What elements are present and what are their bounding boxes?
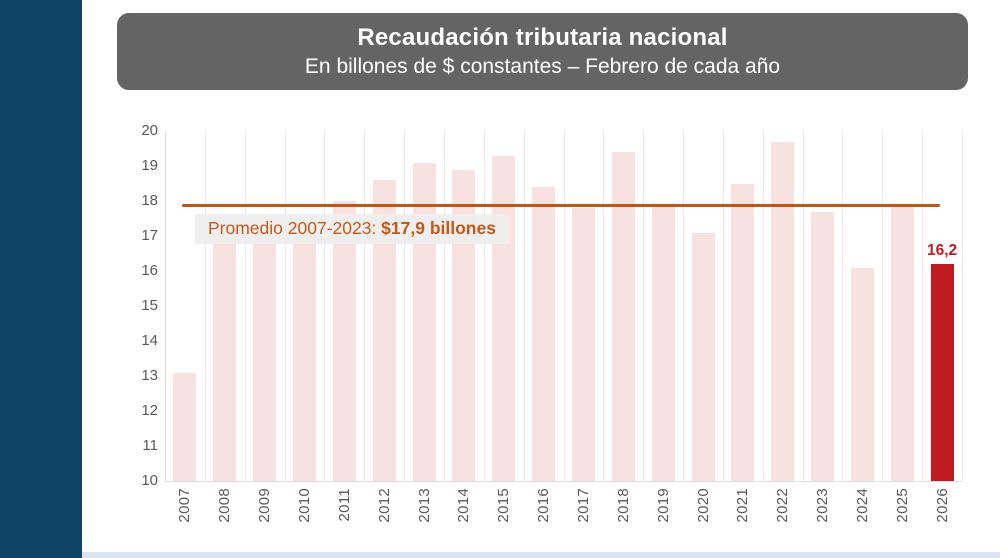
gridline: [524, 131, 525, 481]
bar-2020: [691, 232, 715, 481]
gridline: [962, 131, 963, 481]
bar-2008: [213, 232, 237, 481]
x-tick-label-2019: 2019: [654, 488, 672, 523]
average-reference-line: [182, 204, 940, 207]
bar-2025: [890, 204, 914, 481]
x-tick-label-2013: 2013: [415, 488, 433, 523]
y-tick-label: 15: [141, 297, 158, 314]
bottom-accent-strip: [82, 552, 1000, 558]
y-tick-label: 20: [141, 122, 158, 139]
bar-2018: [611, 152, 635, 481]
x-tick-label-2017: 2017: [574, 488, 592, 523]
gridline: [683, 131, 684, 481]
bar-2016: [532, 187, 556, 481]
gridline: [245, 131, 246, 481]
bar-2009: [253, 229, 277, 481]
chart-subtitle: En billones de $ constantes – Febrero de…: [304, 55, 781, 78]
chart-title: Recaudación tributaria nacional: [357, 24, 728, 51]
x-tick-label-2008: 2008: [216, 488, 234, 523]
bar-2024: [850, 267, 874, 481]
gridline: [842, 131, 843, 481]
bar-2012: [372, 180, 396, 481]
y-tick-label: 19: [141, 157, 158, 174]
gridline: [364, 131, 365, 481]
chart-title-box: Recaudación tributaria nacional En billo…: [117, 13, 968, 90]
x-tick-label-2023: 2023: [814, 488, 832, 523]
y-tick-label: 12: [141, 402, 158, 419]
x-tick-label-2020: 2020: [694, 488, 712, 523]
x-tick-label-2015: 2015: [495, 488, 513, 523]
gridline: [763, 131, 764, 481]
y-tick-label: 16: [141, 262, 158, 279]
gridline: [803, 131, 804, 481]
average-label-prefix: Promedio 2007-2023:: [208, 218, 382, 238]
gridline: [285, 131, 286, 481]
gridline: [922, 131, 923, 481]
gridline: [603, 131, 604, 481]
bar-2007: [173, 372, 197, 481]
gridline: [404, 131, 405, 481]
x-tick-label-2009: 2009: [256, 488, 274, 523]
bar-2017: [571, 208, 595, 481]
gridline: [882, 131, 883, 481]
y-tick-label: 17: [141, 227, 158, 244]
bar-2013: [412, 162, 436, 481]
y-tick-label: 10: [141, 472, 158, 489]
x-tick-label-2021: 2021: [734, 488, 752, 523]
y-tick-label: 18: [141, 192, 158, 209]
x-axis: 2007 2008 2009 2010 2011 2012 2013 2014 2015 2016…: [165, 486, 962, 541]
plot-area: Promedio 2007-2023: $17,9 billones 16,2: [165, 131, 963, 482]
x-tick-label-2022: 2022: [774, 488, 792, 523]
bar-2014: [452, 169, 476, 481]
left-accent-bar: [0, 0, 82, 558]
gridline: [723, 131, 724, 481]
highlight-bar-value-label: 16,2: [927, 242, 958, 259]
x-tick-label-2016: 2016: [535, 488, 553, 523]
gridline: [564, 131, 565, 481]
bar-2021: [731, 183, 755, 481]
x-tick-label-2007: 2007: [176, 488, 194, 523]
gridline: [643, 131, 644, 481]
x-tick-label-2026: 2026: [933, 488, 951, 523]
x-tick-label-2018: 2018: [614, 488, 632, 523]
y-tick-label: 14: [141, 332, 158, 349]
x-tick-label-2025: 2025: [893, 488, 911, 523]
y-axis: 10 11 12 13 14 15 16 17 18 19 20: [108, 122, 158, 489]
bar-2011: [332, 201, 356, 481]
bar-2026: [930, 264, 954, 481]
x-tick-label-2024: 2024: [853, 488, 871, 523]
bar-2022: [771, 141, 795, 481]
gridline: [484, 131, 485, 481]
x-tick-label-2011: 2011: [335, 488, 353, 522]
x-tick-label-2014: 2014: [455, 488, 473, 523]
average-label-value: $17,9 billones: [381, 218, 496, 238]
x-tick-label-2010: 2010: [296, 488, 314, 523]
gridline: [444, 131, 445, 481]
bar-2019: [651, 204, 675, 481]
gridline: [205, 131, 206, 481]
bar-2010: [293, 225, 316, 481]
x-tick-label-2012: 2012: [375, 488, 393, 523]
y-tick-label: 13: [141, 367, 158, 384]
gridline: [165, 131, 166, 481]
gridline: [324, 131, 325, 481]
average-label: Promedio 2007-2023: $17,9 billones: [195, 214, 509, 244]
bar-2023: [811, 211, 834, 481]
y-tick-label: 11: [142, 437, 158, 454]
